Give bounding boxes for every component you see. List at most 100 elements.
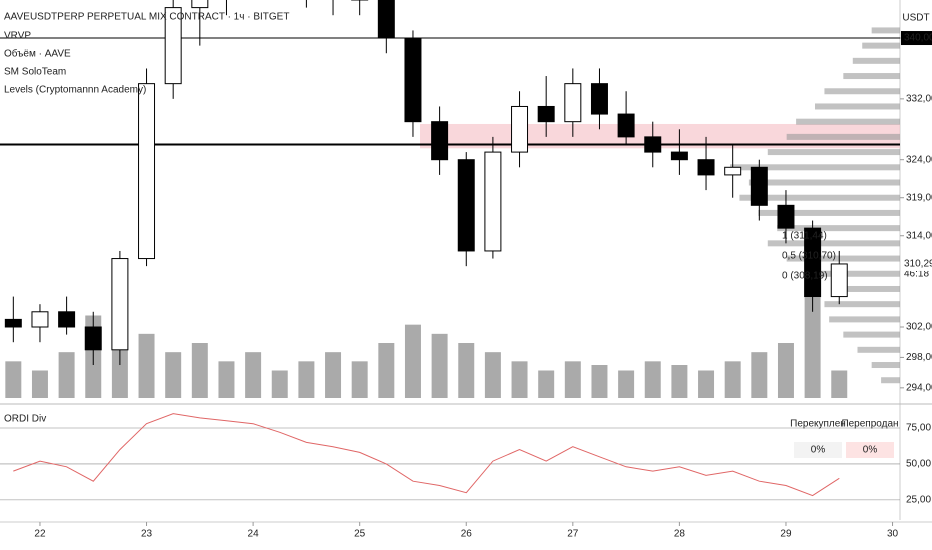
fib-label: 1 (311,44)	[782, 231, 827, 242]
volume-bar	[5, 361, 22, 398]
volume-bar	[31, 370, 48, 398]
candle-body	[697, 159, 715, 176]
volume-profile-bar	[786, 133, 900, 140]
chart-title: AAVEUSDTPERP PERPETUAL MIX CONTRACT · 1ч…	[4, 12, 289, 23]
volume-profile-bar	[730, 164, 900, 171]
x-tick-label: 30	[887, 529, 899, 540]
y-tick-label: 319,00	[906, 192, 932, 203]
volume-bar	[644, 361, 661, 398]
candle-body	[4, 318, 22, 328]
x-tick-label: 27	[567, 529, 579, 540]
level-tag-label: 340,00	[904, 33, 932, 44]
volume-bar	[618, 370, 635, 398]
currency: USDT	[902, 13, 929, 24]
candle-body	[457, 159, 475, 252]
volume-profile-bar	[833, 285, 900, 292]
stat-value: 0%	[811, 445, 826, 456]
volume-bar	[378, 343, 395, 398]
volume-profile-bar	[739, 194, 900, 201]
candle-body	[111, 258, 129, 351]
y-tick-label: 302,00	[906, 322, 932, 333]
x-tick-label: 28	[674, 529, 686, 540]
legend-item: VRVP	[4, 31, 31, 42]
volume-profile-bar	[786, 255, 900, 262]
countdown: 46:18	[904, 269, 929, 280]
volume-bar	[831, 370, 848, 398]
volume-profile-bar	[857, 346, 900, 353]
candle-body	[164, 7, 182, 85]
candle-body	[138, 83, 156, 260]
volume-bar	[404, 324, 421, 398]
candle-body	[777, 204, 795, 229]
candle-body	[484, 151, 502, 252]
x-tick-label: 25	[354, 529, 366, 540]
volume-bar	[165, 352, 182, 398]
fib-label: 0 (308,19)	[782, 271, 828, 282]
volume-profile-bar	[871, 27, 900, 34]
volume-bar	[431, 333, 448, 398]
stat-box	[846, 442, 894, 458]
fib-label: 0,5 (310,70)	[782, 251, 836, 262]
candle-body	[590, 83, 608, 115]
volume-profile-bar	[881, 377, 900, 384]
candle-body	[191, 0, 209, 9]
candle-body	[644, 136, 662, 153]
legend-item: Объём · AAVE	[4, 48, 71, 60]
volume-bar	[245, 352, 262, 398]
candle-body	[511, 105, 529, 153]
y-tick-label: 332,00	[906, 93, 932, 104]
y-tick-label: 25,00	[906, 495, 931, 506]
level-tag	[901, 31, 932, 46]
candle-body	[84, 326, 102, 351]
indicator-name: ORDI Div	[4, 414, 46, 425]
candle-body	[404, 37, 422, 123]
volume-bar	[777, 343, 794, 398]
volume-profile-bar	[767, 149, 900, 156]
candle-body	[617, 113, 635, 138]
volume-profile-bar	[815, 270, 900, 277]
volume-bar	[218, 361, 235, 398]
last-price-label: 310,29	[904, 259, 932, 270]
x-tick-label: 22	[34, 529, 46, 540]
volume-bar	[298, 361, 315, 398]
y-tick-label: 314,00	[906, 230, 932, 241]
legend-item: Levels (Cryptomannn Academy)	[4, 85, 146, 96]
x-tick-label: 26	[461, 529, 473, 540]
volume-bar	[351, 361, 368, 398]
volume-bar	[191, 343, 208, 398]
volume-bar	[671, 365, 688, 398]
y-tick-label: 75,00	[906, 423, 931, 434]
volume-profile-bar	[796, 118, 900, 125]
volume-bar	[538, 370, 555, 398]
stat-value: 0%	[863, 445, 878, 456]
indicator-line	[13, 413, 840, 497]
candle-body	[804, 227, 822, 298]
volume-profile-bar	[843, 73, 900, 80]
volume-profile-bar	[748, 179, 900, 186]
volume-bar	[484, 352, 501, 398]
candle-body	[724, 166, 742, 176]
volume-profile-bar	[852, 57, 900, 64]
volume-bar	[804, 297, 821, 398]
volume-profile-bar	[871, 362, 900, 369]
main-pane	[0, 0, 900, 398]
volume-bar	[564, 361, 581, 398]
y-tick-label: 298,00	[906, 352, 932, 363]
candle-body	[670, 151, 688, 161]
volume-bar	[58, 352, 75, 398]
x-tick-label: 23	[141, 529, 153, 540]
candle-body	[750, 166, 768, 206]
volume-profile-bar	[843, 331, 900, 338]
volume-profile-bar	[824, 301, 900, 308]
candle-body	[830, 263, 848, 298]
volume-bar	[325, 352, 342, 398]
volume-bar	[751, 352, 768, 398]
y-tick-label: 324,00	[906, 154, 932, 165]
volume-bar	[511, 361, 528, 398]
candle-body	[58, 311, 76, 328]
last-price-box	[901, 256, 932, 271]
volume-bar	[271, 370, 288, 398]
y-tick-label: 50,00	[906, 459, 931, 470]
stat-name: Перекуплен	[790, 419, 846, 430]
